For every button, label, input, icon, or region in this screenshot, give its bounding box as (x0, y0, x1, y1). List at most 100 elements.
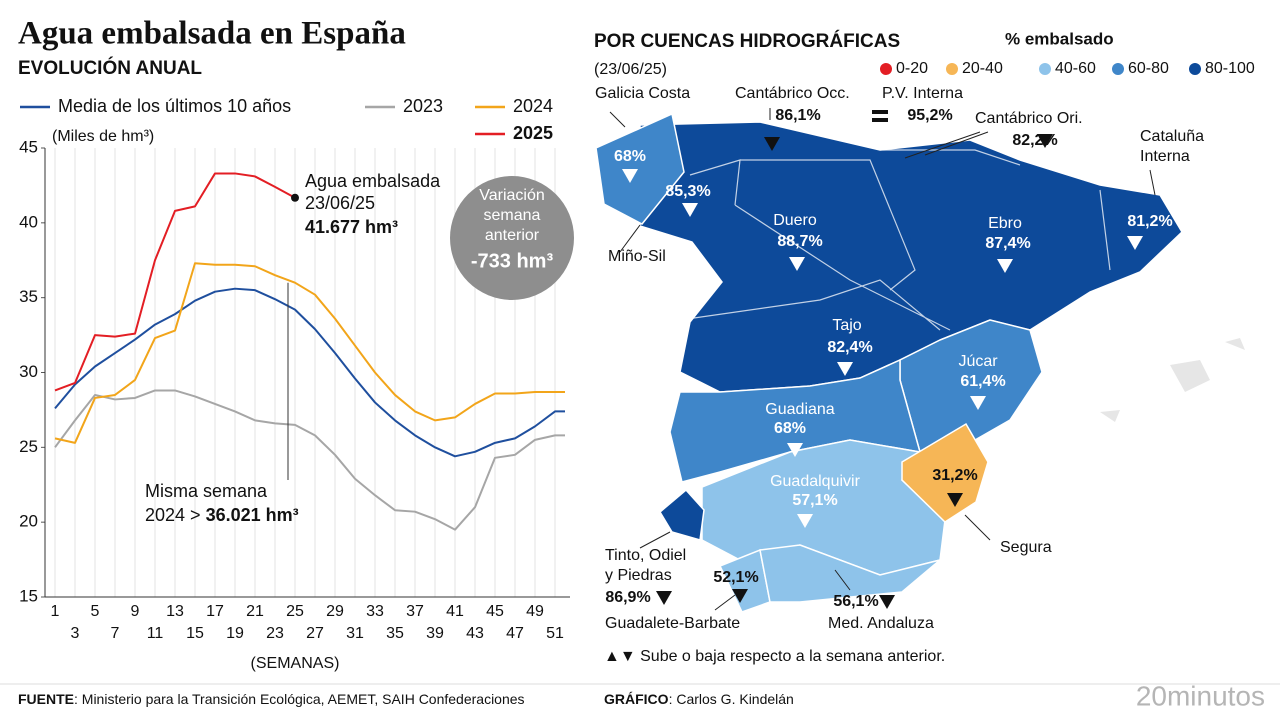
y-axis-label: (Miles de hm³) (52, 128, 154, 145)
source: : Ministerio para la Transición Ecológic… (74, 691, 525, 707)
map-legend-dot (1112, 63, 1124, 75)
y-tick-label: 25 (19, 437, 38, 456)
basin-north (639, 121, 1183, 393)
annotation: 23/06/25 (305, 193, 375, 213)
x-tick-label: 51 (546, 625, 564, 642)
chart-title: Agua embalsada en España (18, 16, 406, 52)
basin-value: 95,2% (907, 107, 952, 124)
line-series (54, 172, 296, 392)
basin-name: Galicia Costa (595, 85, 690, 102)
basin-name: Cantábrico Ori. (975, 110, 1083, 127)
x-tick-label: 11 (147, 625, 164, 642)
islands (1100, 338, 1245, 422)
legend-label: Media de los últimos 10 años (58, 96, 291, 116)
basin-value: 31,2% (932, 467, 977, 484)
variation-text: semana (484, 207, 541, 224)
map-legend-label: 40-60 (1055, 60, 1096, 77)
map-note: ▲▼ Sube o baja respecto a la semana ante… (604, 648, 945, 665)
basin-name: Cantábrico Occ. (735, 85, 850, 102)
legend-label: 2025 (513, 123, 553, 143)
annotation: Agua embalsada (305, 171, 441, 191)
map (595, 108, 1245, 613)
line-series (54, 287, 565, 458)
basin-value: 56,1% (833, 593, 878, 610)
annotation-point (291, 193, 299, 202)
y-tick-label: 45 (19, 137, 38, 156)
basin-value: 68% (614, 148, 646, 165)
basin-med-andaluza (759, 544, 941, 603)
map-legend-label: 0-20 (896, 60, 928, 77)
basin-value: 68% (774, 420, 806, 437)
chart-subtitle: EVOLUCIÓN ANUAL (18, 57, 202, 79)
basin-name: Segura (1000, 539, 1052, 556)
basin-value: 52,1% (713, 569, 758, 586)
x-tick-label: 19 (226, 625, 244, 642)
basin-guadalquivir (701, 439, 946, 576)
x-tick-label: 3 (71, 625, 80, 642)
basin-name: y Piedras (605, 567, 672, 584)
trend-marker (797, 514, 813, 528)
basin-name: Guadalete-Barbate (605, 615, 740, 632)
trend-marker (997, 259, 1013, 273)
credit-label: GRÁFICO (604, 691, 669, 707)
trend-marker (879, 595, 895, 609)
basin-value: 57,1% (792, 492, 837, 509)
x-tick-label: 33 (366, 603, 384, 620)
basin-tinto (659, 488, 705, 541)
annotation: 2024 > 36.021 hm³ (145, 505, 299, 525)
logo: 20minutos (1136, 680, 1265, 711)
x-tick-label: 49 (526, 603, 544, 620)
annotation-part: 36.021 hm³ (206, 505, 299, 525)
trend-marker (837, 362, 853, 376)
x-tick-label: 13 (166, 603, 184, 620)
trend-marker (970, 396, 986, 410)
trend-marker (764, 137, 780, 151)
y-tick-label: 15 (19, 586, 38, 605)
basin-value: 61,4% (960, 373, 1005, 390)
trend-marker (787, 443, 803, 457)
annotation: Misma semana (145, 481, 268, 501)
basin-value: 81,2% (1127, 213, 1172, 230)
credit: : Carlos G. Kindelán (669, 691, 794, 707)
trend-marker (682, 203, 698, 217)
map-legend-title: % embalsado (1005, 29, 1114, 48)
x-tick-label: 7 (111, 625, 120, 642)
trend-marker (789, 257, 805, 271)
basin-name: Júcar (958, 353, 998, 370)
x-tick-label: 27 (306, 625, 324, 642)
source-label: FUENTE (18, 691, 74, 707)
footer-credit: GRÁFICO: Carlos G. Kindelán (604, 691, 794, 707)
legend-label: 2023 (403, 96, 443, 116)
x-tick-label: 1 (51, 603, 60, 620)
basin-value: 86,9% (605, 589, 650, 606)
x-tick-label: 29 (326, 603, 344, 620)
annotation: 41.677 hm³ (305, 217, 398, 237)
x-tick-label: 37 (406, 603, 424, 620)
map-legend-label: 80-100 (1205, 60, 1255, 77)
x-tick-label: 5 (91, 603, 100, 620)
map-legend-label: 20-40 (962, 60, 1003, 77)
annotation-part: 2024 > (145, 505, 206, 525)
basin-segura (901, 422, 989, 523)
x-tick-label: 9 (131, 603, 140, 620)
variation-text: anterior (485, 227, 540, 244)
variation-text: -733 hm³ (471, 250, 554, 272)
basin-value: 86,1% (775, 107, 820, 124)
basin-name: Miño-Sil (608, 248, 666, 265)
x-tick-label: 31 (346, 625, 364, 642)
basin-name: Cataluña (1140, 128, 1204, 145)
x-tick-label: 35 (386, 625, 404, 642)
trend-marker (622, 169, 638, 183)
basin-galicia-costa (595, 112, 685, 225)
y-tick-label: 20 (19, 512, 38, 531)
x-axis-label: (SEMANAS) (251, 655, 340, 672)
basin-name: P.V. Interna (882, 85, 963, 102)
x-tick-label: 45 (486, 603, 504, 620)
x-tick-label: 17 (206, 603, 224, 620)
basin-value: 82,4% (827, 339, 872, 356)
trend-marker (872, 110, 888, 114)
trend-marker (1037, 134, 1053, 148)
trend-marker (947, 493, 963, 507)
map-legend-dot (1039, 63, 1051, 75)
